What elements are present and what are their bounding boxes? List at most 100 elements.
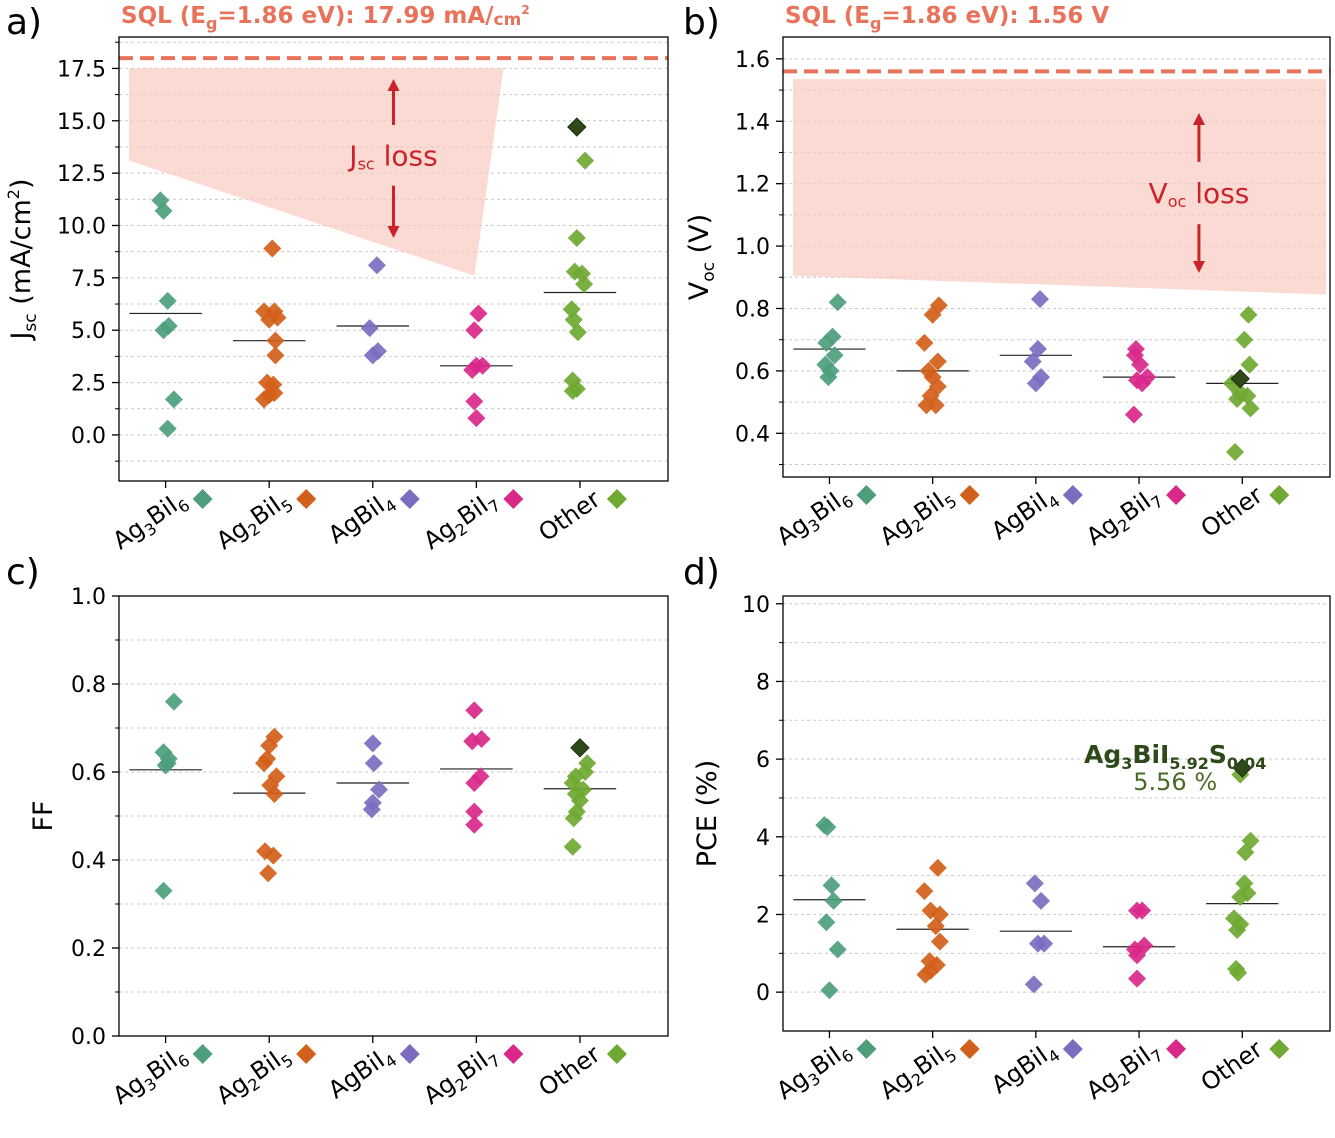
data-point: [817, 333, 836, 352]
y-tick-label: 1.0: [71, 585, 106, 610]
category-marker: [959, 1039, 980, 1059]
data-point: [154, 201, 173, 220]
data-point: [1032, 891, 1051, 910]
data-point: [363, 346, 382, 365]
data-point: [926, 917, 945, 936]
x-tick-label: AgBiI4: [986, 1035, 1063, 1103]
data-point: [1236, 843, 1255, 862]
data-point: [567, 229, 586, 248]
x-tick-label: Other: [534, 1040, 606, 1102]
data-point: [1030, 290, 1049, 309]
data-point: [926, 396, 945, 415]
x-tick-label: Ag2BiI5: [875, 481, 961, 554]
y-tick-label: 0.4: [735, 422, 770, 447]
category-marker: [856, 485, 877, 505]
loss-arrowhead-up: [1192, 113, 1205, 126]
data-point: [1025, 874, 1044, 893]
category-marker: [399, 1044, 420, 1064]
data-point: [469, 304, 488, 323]
data-point: [265, 785, 284, 803]
y-tick-label: 5.0: [71, 319, 106, 344]
data-point: [576, 151, 595, 170]
data-point: [915, 882, 934, 901]
y-tick-label: 1.0: [735, 235, 770, 260]
data-point: [1133, 374, 1152, 393]
data-point: [1128, 946, 1147, 965]
data-point: [1228, 921, 1247, 940]
category-marker: [296, 1044, 317, 1064]
panel-label: b): [683, 2, 720, 43]
data-point: [1035, 934, 1054, 953]
y-tick-label: 17.5: [57, 57, 106, 82]
data-point: [159, 317, 178, 336]
data-point: [564, 809, 583, 828]
panel-b: b) SQL (Eg=1.86 eV): 1.56 V Voc loss 0.4 0.6…: [683, 2, 1331, 554]
data-point: [916, 965, 935, 984]
category-marker: [192, 489, 213, 509]
data-point: [467, 409, 486, 428]
data-point: [928, 352, 947, 371]
data-point: [563, 837, 582, 856]
data-point: [828, 940, 847, 959]
data-point: [465, 321, 484, 340]
category-marker: [503, 1044, 524, 1064]
y-tick-label: 1.4: [735, 110, 770, 135]
data-point: [158, 419, 177, 438]
data-point: [465, 701, 484, 720]
x-tick-label: Ag2BiI7: [1081, 1035, 1167, 1108]
x-tick-label: Other: [1196, 1035, 1268, 1097]
data-point: [1124, 405, 1143, 424]
data-point: [164, 692, 183, 711]
data-point: [362, 800, 381, 819]
data-point: [1235, 330, 1254, 349]
data-point: [928, 858, 947, 877]
data-point: [264, 846, 283, 865]
x-tick-label: Other: [534, 485, 606, 547]
data-point: [1229, 963, 1248, 982]
x-tick-label: Other: [1196, 481, 1268, 543]
panel-a: a) SQL (Eg=1.86 eV): 17.99 mA/cm2 Jsc loss…: [4, 2, 669, 555]
category-marker: [1062, 485, 1083, 505]
data-point: [1238, 386, 1257, 405]
loss-arrowhead-up: [387, 78, 400, 91]
sql-label: SQL (Eg=1.86 eV): 17.99 mA/cm2: [121, 3, 530, 33]
y-tick-label: 0.0: [71, 1025, 106, 1050]
panel-label: d): [683, 552, 720, 593]
data-point: [260, 736, 279, 755]
annotation-compound: Ag3BiI5.92S0.04: [1084, 740, 1266, 773]
data-point: [472, 730, 491, 748]
data-point: [828, 293, 847, 312]
loss-arrowhead-down: [387, 225, 400, 238]
x-tick-label: AgBiI4: [986, 481, 1063, 549]
y-tick-label: 0.4: [71, 849, 106, 874]
data-point: [263, 239, 282, 258]
highlight-point: [567, 117, 587, 137]
category-marker: [1269, 485, 1290, 505]
y-tick-label: 0.8: [71, 673, 106, 698]
data-point: [923, 305, 942, 324]
data-point: [1026, 374, 1045, 393]
y-tick-label: 0.2: [71, 937, 106, 962]
x-tick-label: Ag2BiI7: [1081, 481, 1167, 554]
data-point: [367, 256, 386, 275]
data-point: [465, 802, 484, 821]
category-marker: [1166, 485, 1187, 505]
highlight-point: [1232, 758, 1252, 778]
data-point: [1240, 355, 1259, 374]
category-marker: [192, 1044, 213, 1064]
y-tick-label: 2: [756, 903, 770, 928]
y-tick-label: 4: [756, 826, 770, 851]
data-point: [363, 734, 382, 753]
data-point: [917, 396, 936, 415]
sql-label: SQL (Eg=1.86 eV): 1.56 V: [785, 3, 1109, 33]
plot-frame: [782, 36, 1331, 478]
y-tick-label: 0.0: [71, 424, 106, 449]
y-tick-label: 0.6: [71, 761, 106, 786]
data-point: [563, 381, 582, 400]
data-point: [266, 346, 285, 365]
y-axis-label: Voc (V): [684, 214, 719, 300]
plot-frame: [782, 595, 1331, 1032]
data-point: [1133, 901, 1152, 920]
